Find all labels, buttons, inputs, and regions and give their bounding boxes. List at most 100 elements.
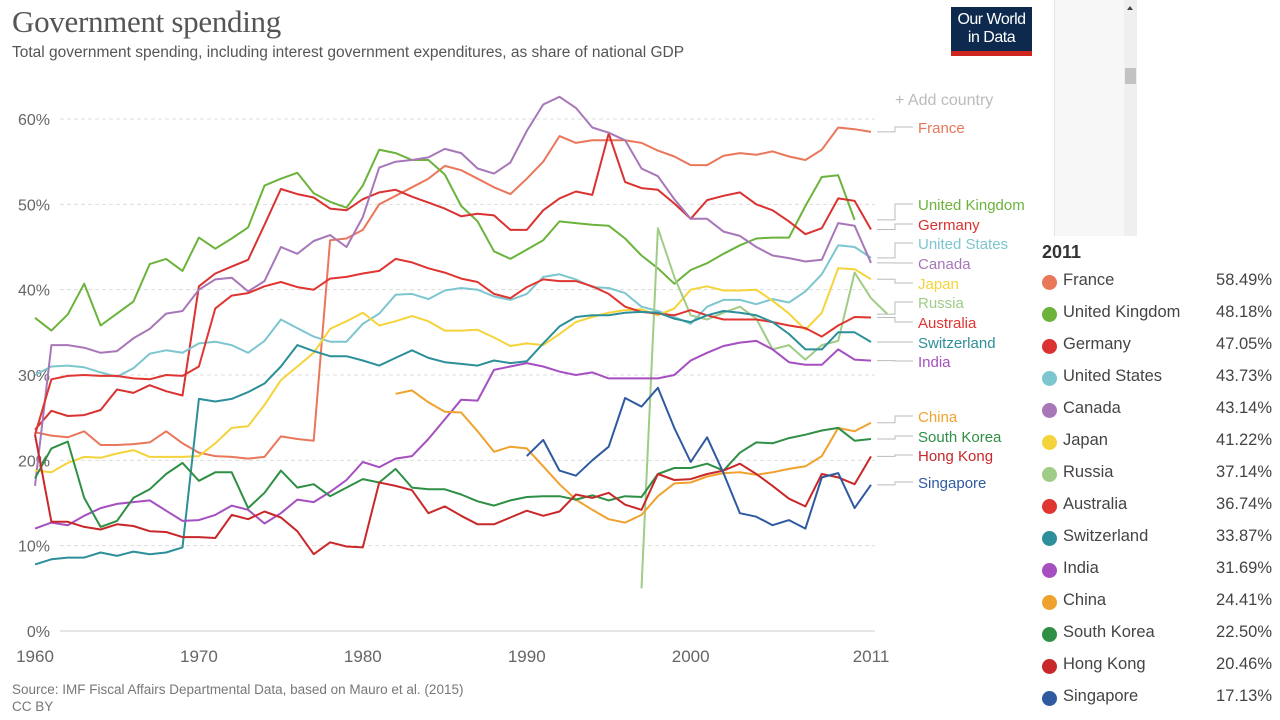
legend-year: 2011 — [1042, 242, 1082, 262]
legend-country-name: Russia — [1063, 463, 1114, 481]
series-end-label: India — [918, 354, 951, 371]
series-end-label: Japan — [918, 276, 959, 293]
legend-item[interactable]: Russia 37.14% — [1042, 459, 1280, 491]
add-country-button[interactable]: + Add country — [895, 92, 993, 110]
legend-value: 58.49% — [1216, 271, 1272, 289]
legend-country-name: United Kingdom — [1063, 303, 1181, 321]
legend-dot-icon — [1042, 627, 1057, 642]
series-line-japan — [34, 267, 872, 474]
x-tick-label: 2011 — [853, 647, 890, 666]
legend-dot-icon — [1042, 435, 1057, 450]
legend-value: 17.13% — [1216, 687, 1272, 705]
series-line-hong-kong — [34, 434, 872, 556]
legend-value: 48.18% — [1216, 303, 1272, 321]
scrollbar-thumb[interactable] — [1125, 68, 1136, 84]
series-end-label: Russia — [918, 295, 965, 312]
legend-value: 31.69% — [1216, 559, 1272, 577]
label-connector — [877, 481, 913, 486]
legend-value: 24.41% — [1216, 591, 1272, 609]
legend-value: 22.50% — [1216, 623, 1272, 641]
license-link[interactable]: CC BY — [12, 699, 54, 714]
series-line-switzerland — [34, 310, 872, 566]
series-end-label: United Kingdom — [918, 197, 1025, 214]
legend-dot-icon — [1042, 275, 1057, 290]
legend-item[interactable]: South Korea 22.50% — [1042, 619, 1280, 651]
line-chart: 0%10%20%30%40%50%60%1960 1970 1980 1990 2000… — [16, 95, 1025, 666]
label-connector — [877, 242, 913, 259]
label-connector — [877, 454, 913, 457]
source-note: Source: IMF Fiscal Affairs Departmental … — [12, 681, 463, 715]
label-connector — [877, 415, 913, 424]
legend-item[interactable]: Germany 47.05% — [1042, 331, 1280, 363]
series-line-united-states — [34, 244, 872, 378]
legend-value: 33.87% — [1216, 527, 1272, 545]
y-tick-label: 50% — [18, 197, 50, 214]
legend-country-name: China — [1063, 591, 1107, 609]
label-connector — [877, 126, 913, 133]
legend-item[interactable]: China 24.41% — [1042, 587, 1280, 619]
series-end-label: Canada — [918, 256, 971, 273]
legend-value: 37.14% — [1216, 463, 1272, 481]
side-panel — [1054, 0, 1125, 236]
legend-value: 43.14% — [1216, 399, 1272, 417]
legend-dot-icon — [1042, 307, 1057, 322]
legend-item[interactable]: Hong Kong 20.46% — [1042, 651, 1280, 683]
legend-country-name: United States — [1063, 367, 1163, 385]
legend-value: 41.22% — [1216, 431, 1272, 449]
legend-country-name: Canada — [1063, 399, 1121, 417]
series-line-canada — [34, 95, 872, 487]
series-line-india — [34, 339, 872, 530]
legend-country-name: France — [1063, 271, 1115, 289]
source-text: Source: IMF Fiscal Affairs Departmental … — [12, 682, 464, 697]
legend-dot-icon — [1042, 467, 1057, 482]
y-tick-label: 0% — [27, 624, 50, 641]
series-end-label: France — [918, 120, 965, 137]
series-end-label: Australia — [918, 315, 977, 332]
series-line-australia — [34, 257, 872, 435]
legend-value: 43.73% — [1216, 367, 1272, 385]
legend-country-name: Australia — [1063, 495, 1128, 513]
legend-country-name: Switzerland — [1063, 527, 1149, 545]
legend-country-name: South Korea — [1063, 623, 1155, 641]
y-tick-label: 60% — [18, 112, 50, 129]
legend-item[interactable]: United Kingdom 48.18% — [1042, 299, 1280, 331]
series-line-singapore — [526, 386, 872, 530]
legend-country-name: Hong Kong — [1063, 655, 1146, 673]
legend-country-name: Japan — [1063, 431, 1108, 449]
label-connector — [877, 203, 913, 221]
x-tick-label: 2000 — [672, 647, 710, 666]
legend-item[interactable]: Switzerland 33.87% — [1042, 523, 1280, 555]
legend-item[interactable]: Japan 41.22% — [1042, 427, 1280, 459]
legend-value: 20.46% — [1216, 655, 1272, 673]
label-connector — [877, 301, 913, 315]
label-connector — [877, 435, 913, 440]
y-tick-label: 10% — [18, 539, 50, 556]
legend-dot-icon — [1042, 531, 1057, 546]
legend-dot-icon — [1042, 499, 1057, 514]
legend-item[interactable]: Australia 36.74% — [1042, 491, 1280, 523]
chart-subtitle: Total government spending, including int… — [12, 44, 685, 61]
legend-item[interactable]: Canada 43.14% — [1042, 395, 1280, 427]
owid-logo[interactable]: Our World in Data — [951, 7, 1032, 56]
value-legend: 2011 France 58.49% United Kingdom 48.18% Ger… — [1042, 242, 1280, 715]
series-end-label: Singapore — [918, 475, 986, 492]
legend-dot-icon — [1042, 659, 1057, 674]
series-end-label: United States — [918, 236, 1008, 253]
add-country-label: Add country — [907, 92, 994, 109]
scrollbar[interactable] — [1124, 0, 1137, 236]
x-tick-label: 1990 — [508, 647, 546, 666]
legend-value: 47.05% — [1216, 335, 1272, 353]
legend-item[interactable]: United States 43.73% — [1042, 363, 1280, 395]
legend-item[interactable]: France 58.49% — [1042, 267, 1280, 299]
scroll-up-icon[interactable] — [1127, 6, 1133, 10]
series-line-united-kingdom — [34, 148, 856, 332]
legend-value: 36.74% — [1216, 495, 1272, 513]
label-connector — [877, 278, 913, 284]
logo-line-1: Our World — [957, 11, 1026, 28]
legend-item[interactable]: India 31.69% — [1042, 555, 1280, 587]
legend-item[interactable]: Singapore 17.13% — [1042, 683, 1280, 715]
y-tick-label: 20% — [18, 453, 50, 470]
legend-country-name: India — [1063, 559, 1099, 577]
series-end-label: Switzerland — [918, 335, 996, 352]
legend-dot-icon — [1042, 403, 1057, 418]
